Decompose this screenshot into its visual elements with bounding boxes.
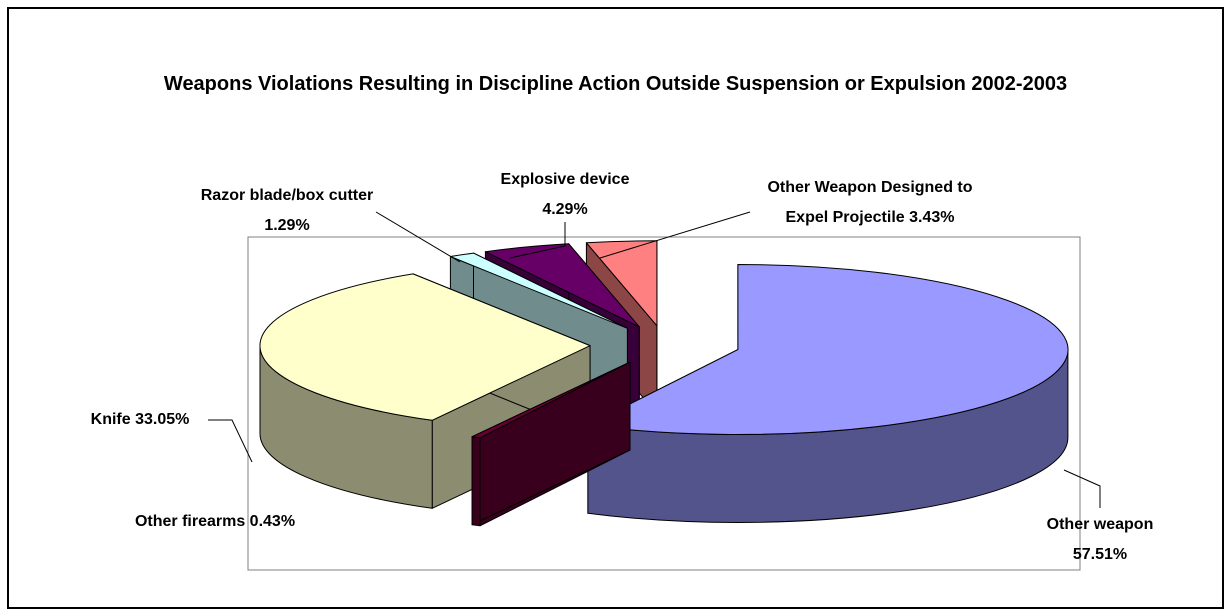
chart-title: Weapons Violations Resulting in Discipli… — [0, 66, 1231, 102]
label-category: Other weapon — [1046, 516, 1154, 533]
leader-line — [509, 222, 566, 259]
data-label: Razor blade/box cutter 1.29% — [187, 181, 387, 241]
label-value: 3.43% — [909, 209, 955, 226]
label-value: 57.51% — [1072, 546, 1128, 563]
label-value: 33.05% — [135, 411, 190, 428]
data-label: Explosive device 4.29% — [475, 165, 655, 225]
slice — [259, 273, 591, 421]
label-category: Explosive device — [500, 171, 630, 188]
label-category: Knife — [90, 411, 131, 428]
data-label: Other Weapon Designed to Expel Projectil… — [760, 173, 980, 233]
plot-area — [247, 236, 1081, 571]
label-value: 4.29% — [542, 201, 588, 218]
label-category: Other firearms — [134, 513, 246, 530]
label-value: 1.29% — [264, 217, 310, 234]
label-value: 0.43% — [249, 513, 296, 530]
pie — [259, 240, 1069, 527]
leader-line — [375, 211, 461, 263]
leader-lines — [208, 211, 1101, 508]
slice — [484, 243, 640, 328]
slice-wall — [471, 436, 481, 527]
title-text: Weapons Violations Resulting in Discipli… — [163, 73, 1068, 95]
leader-line — [599, 211, 751, 259]
leader-line — [208, 419, 253, 463]
label-category: Other Weapon Designed to Expel Projectil… — [767, 179, 973, 226]
data-label: Other weapon 57.51% — [1000, 510, 1200, 570]
label-category: Razor blade/box cutter — [200, 187, 374, 204]
data-label: Knife 33.05% — [60, 405, 220, 435]
slice — [587, 264, 1069, 435]
leader-line — [1063, 469, 1101, 508]
data-label: Other firearms 0.43% — [80, 507, 350, 537]
slice — [471, 361, 631, 439]
